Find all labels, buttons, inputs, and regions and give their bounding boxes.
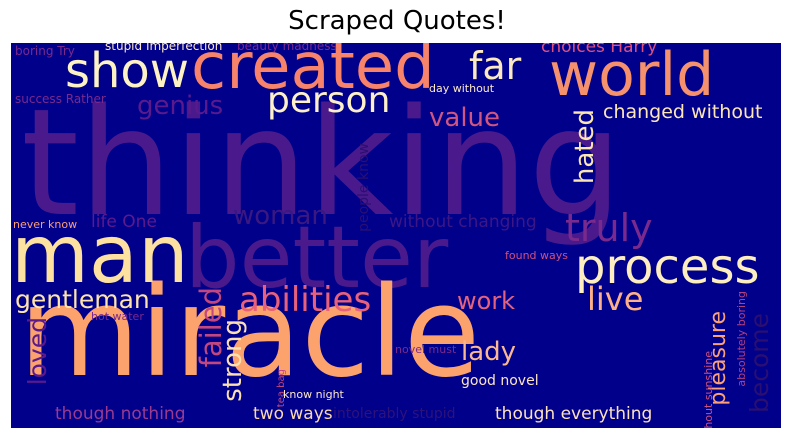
word: hated <box>570 109 600 185</box>
word: loved <box>23 317 52 386</box>
word: people know <box>356 143 372 232</box>
word: good novel <box>461 373 539 389</box>
word: truly <box>565 206 653 250</box>
word: miracle <box>19 261 481 405</box>
word: without sunshine <box>702 351 715 428</box>
word: without changing <box>389 212 537 232</box>
word: process <box>575 239 760 295</box>
word: strong <box>218 319 248 402</box>
word: live <box>587 280 644 318</box>
word: woman <box>233 201 328 231</box>
word: changed without <box>603 101 763 123</box>
word: day without <box>429 82 495 95</box>
word: become <box>745 313 774 414</box>
word: life One <box>91 212 157 232</box>
word: far <box>469 44 522 88</box>
word: novel must <box>395 343 457 356</box>
word-cloud-background <box>11 43 781 428</box>
word: genius <box>137 91 224 121</box>
word: lady <box>461 337 517 367</box>
word: though nothing <box>55 404 186 424</box>
word: two ways <box>253 404 333 424</box>
word-cloud: thinking better woman genius without cha… <box>11 43 781 428</box>
word: tea bag <box>276 369 287 408</box>
word: stupid Imperfection <box>105 43 223 53</box>
word: though everything <box>495 404 653 424</box>
word: boring Try <box>15 44 75 58</box>
word: world <box>549 43 715 110</box>
word: choices Harry <box>541 43 658 57</box>
word: found ways <box>505 249 569 262</box>
word: person <box>267 80 391 121</box>
word: show <box>65 43 190 99</box>
word: created <box>191 43 435 104</box>
word: hot water <box>91 310 144 323</box>
word: gentleman <box>15 285 150 314</box>
chart-title: Scraped Quotes! <box>288 6 506 36</box>
word: thinking <box>21 77 623 249</box>
word: success Rather <box>15 92 106 106</box>
word: value <box>429 103 501 133</box>
word: absolutely boring <box>735 291 748 387</box>
word: abilities <box>239 280 372 320</box>
word: work <box>457 287 516 315</box>
word: intolerably stupid <box>333 406 456 422</box>
word: better <box>185 208 449 308</box>
word: beauty madness <box>237 43 337 53</box>
word: man <box>11 208 189 301</box>
word: never know <box>13 218 78 231</box>
word: know night <box>283 388 344 401</box>
